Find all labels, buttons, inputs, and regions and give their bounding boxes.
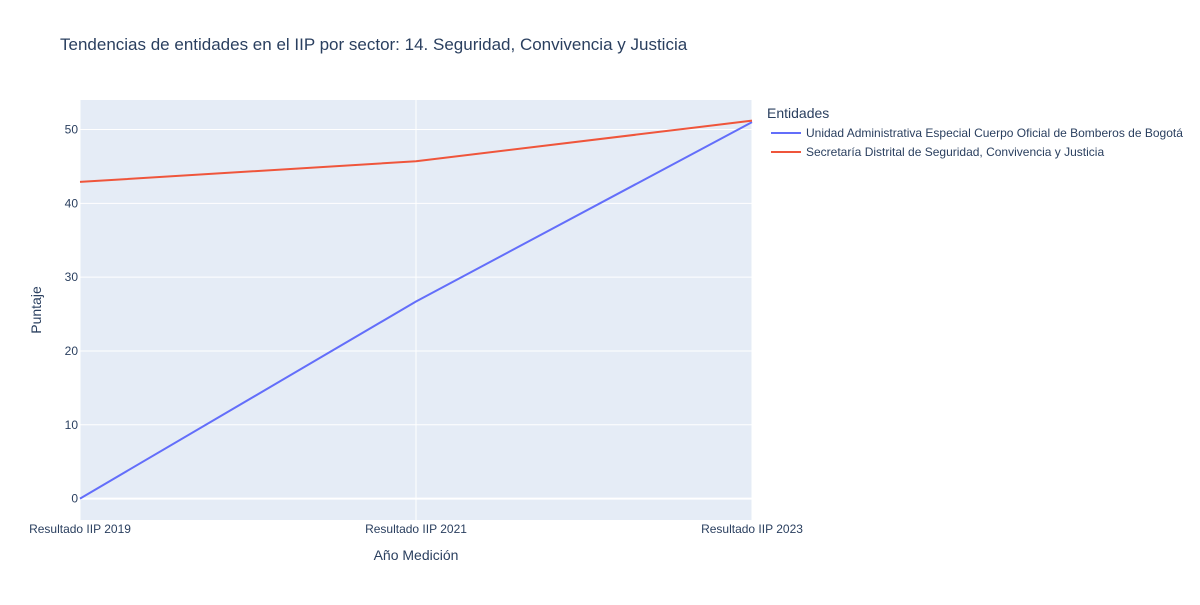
legend-item[interactable]: Secretaría Distrital de Seguridad, Convi… — [771, 145, 1104, 159]
y-tick-label: 40 — [65, 196, 79, 210]
y-axis-label: Puntaje — [28, 286, 44, 334]
y-tick-label: 30 — [65, 270, 79, 284]
chart-title: Tendencias de entidades en el IIP por se… — [60, 35, 688, 54]
legend-label: Secretaría Distrital de Seguridad, Convi… — [806, 145, 1104, 159]
x-tick-label: Resultado IIP 2021 — [365, 522, 467, 536]
y-tick-label: 0 — [71, 492, 78, 506]
y-axis-ticks: 0 10 20 30 40 50 — [65, 123, 79, 506]
legend-label: Unidad Administrativa Especial Cuerpo Of… — [806, 126, 1183, 140]
x-tick-label: Resultado IIP 2019 — [29, 522, 131, 536]
x-axis-label: Año Medición — [374, 547, 459, 563]
legend-item[interactable]: Unidad Administrativa Especial Cuerpo Of… — [771, 126, 1183, 140]
legend[interactable]: Entidades Unidad Administrativa Especial… — [767, 105, 1183, 159]
y-tick-label: 50 — [65, 123, 79, 137]
legend-title: Entidades — [767, 105, 829, 121]
x-axis-ticks: Resultado IIP 2019 Resultado IIP 2021 Resu… — [29, 522, 803, 536]
y-tick-label: 10 — [65, 418, 79, 432]
x-tick-label: Resultado IIP 2023 — [701, 522, 803, 536]
y-tick-label: 20 — [65, 344, 79, 358]
